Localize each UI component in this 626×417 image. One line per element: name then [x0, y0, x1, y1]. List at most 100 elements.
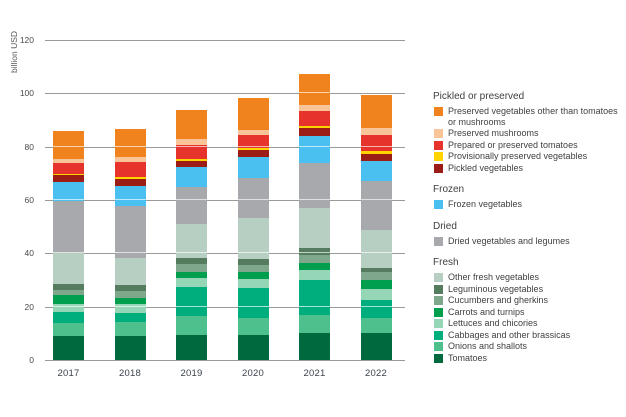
segment-onions-and-shallots-2019 — [176, 315, 207, 335]
segment-pickled-vegetables-2021 — [299, 127, 330, 136]
legend-swatch-tomatoes-icon — [434, 353, 443, 363]
bar-gridline-2017-20 — [53, 305, 84, 307]
segment-other-fresh-vegetables-2017 — [53, 252, 84, 285]
legend-item-cabbages-and-other-brassicas: Cabbages and other brassicas — [433, 330, 623, 341]
legend-swatch-frozen-vegetables-icon — [434, 200, 443, 209]
segment-preserved-vegetables-other-than-tomatoes-or-mushrooms-2020 — [237, 97, 269, 130]
segment-dried-vegetables-and-legumes-2017 — [53, 200, 84, 253]
bar-gridline-2021-60 — [299, 199, 330, 200]
segment-pickled-vegetables-2018 — [114, 178, 146, 187]
segment-pickled-vegetables-2017 — [53, 174, 84, 183]
segment-onions-and-shallots-2017 — [53, 322, 84, 336]
bar-gridline-2022-20 — [360, 305, 392, 307]
segment-cucumbers-and-gherkins-2018 — [114, 290, 146, 298]
y-tick-label-60: 60 — [24, 195, 34, 205]
bar-gridline-2019-80 — [176, 145, 207, 147]
segment-provisionally-preserved-vegetables-2019 — [176, 158, 207, 162]
y-tick-label-40: 40 — [24, 248, 34, 259]
legend-swatch-carrots-and-turnips-icon — [434, 307, 443, 317]
legend-group-header-pickled-or-preserved: Pickled or preserved — [433, 91, 525, 102]
segment-frozen-vegetables-2021 — [299, 135, 330, 163]
y-tick-label-100: 100 — [19, 88, 34, 99]
bar-gridline-2018-40 — [114, 252, 146, 254]
segment-frozen-vegetables-2019 — [176, 166, 207, 187]
legend-item-label: Prepared or preserved tomatoes — [448, 139, 578, 150]
segment-carrots-and-turnips-2020 — [237, 271, 269, 279]
segment-preserved-mushrooms-2020 — [237, 129, 269, 135]
gridline-40 — [45, 253, 405, 255]
bar-gridline-2022-60 — [360, 199, 392, 200]
segment-pickled-vegetables-2019 — [176, 161, 207, 167]
x-tick-label-2017: 2017 — [57, 368, 80, 379]
legend-item-preserved-vegetables-other-than-tomatoes-or-mushrooms: Preserved vegetables other than tomatoes… — [433, 106, 623, 127]
segment-onions-and-shallots-2020 — [237, 317, 269, 335]
legend-swatch-cabbages-and-other-brassicas-icon — [434, 330, 443, 340]
legend-swatch-onions-and-shallots-icon — [434, 342, 443, 351]
x-tick-label-2020: 2020 — [242, 368, 264, 379]
segment-other-fresh-vegetables-2021 — [299, 207, 330, 248]
legend-swatch-preserved-vegetables-other-than-tomatoes-or-mushrooms-icon — [434, 107, 443, 116]
bar-gridline-2018-20 — [114, 305, 146, 307]
segment-prepared-or-preserved-tomatoes-2018 — [114, 162, 146, 178]
segment-cabbages-and-other-brassicas-2017 — [53, 311, 84, 323]
gridline-20 — [45, 306, 405, 308]
bar-gridline-2019-60 — [176, 199, 207, 200]
segment-preserved-vegetables-other-than-tomatoes-or-mushrooms-2021 — [299, 74, 330, 106]
legend-swatch-pickled-vegetables-icon — [434, 163, 443, 173]
bar-gridline-2020-40 — [237, 252, 269, 254]
legend-item-carrots-and-turnips: Carrots and turnips — [433, 307, 623, 318]
segment-leguminous-vegetables-2019 — [176, 257, 207, 265]
legend-item-label: Lettuces and chicories — [448, 318, 538, 328]
legend-swatch-preserved-mushrooms-icon — [434, 129, 443, 138]
legend-group-fresh: Fresh Other fresh vegetables Leguminous ve… — [433, 257, 623, 363]
legend-item-tomatoes: Tomatoes — [433, 353, 623, 364]
gridline-100 — [45, 93, 405, 95]
segment-dried-vegetables-and-legumes-2020 — [237, 177, 269, 218]
bar-2021 — [299, 74, 330, 360]
segment-prepared-or-preserved-tomatoes-2017 — [53, 163, 84, 175]
segment-onions-and-shallots-2022 — [360, 318, 392, 334]
segment-prepared-or-preserved-tomatoes-2021 — [299, 111, 330, 126]
segment-provisionally-preserved-vegetables-2020 — [237, 147, 269, 150]
legend-item-pickled-vegetables: Pickled vegetables — [433, 163, 623, 174]
legend-swatch-cucumbers-and-gherkins-icon — [434, 296, 443, 305]
segment-onions-and-shallots-2021 — [299, 314, 330, 333]
segment-dried-vegetables-and-legumes-2022 — [360, 181, 392, 230]
legend-swatch-provisionally-preserved-vegetables-icon — [434, 152, 443, 161]
segment-leguminous-vegetables-2018 — [114, 285, 146, 291]
segment-cucumbers-and-gherkins-2021 — [299, 254, 330, 263]
segment-preserved-vegetables-other-than-tomatoes-or-mushrooms-2018 — [114, 128, 146, 158]
legend-item-label: Provisionally preserved vegetables — [448, 151, 588, 161]
segment-provisionally-preserved-vegetables-2017 — [53, 174, 84, 175]
segment-cucumbers-and-gherkins-2022 — [360, 271, 392, 280]
x-tick-label-2022: 2022 — [365, 368, 387, 379]
legend-item-lettuces-and-chicories: Lettuces and chicories — [433, 318, 623, 329]
y-tick-label-20: 20 — [24, 301, 34, 312]
gridline-120 — [45, 40, 405, 41]
bar-gridline-2021-40 — [299, 252, 330, 254]
segment-leguminous-vegetables-2020 — [237, 258, 269, 266]
segment-tomatoes-2022 — [360, 333, 392, 360]
segment-carrots-and-turnips-2018 — [114, 297, 146, 305]
bar-gridline-2021-80 — [299, 145, 330, 147]
segment-cabbages-and-other-brassicas-2022 — [360, 299, 392, 319]
y-tick-label-80: 80 — [24, 141, 34, 152]
segment-onions-and-shallots-2018 — [114, 321, 146, 336]
legend-item-label: Leguminous vegetables — [448, 283, 544, 294]
legend: Pickled or preserved Preserved vegetables… — [433, 91, 623, 374]
segment-cucumbers-and-gherkins-2019 — [176, 264, 207, 272]
segment-cabbages-and-other-brassicas-2020 — [237, 287, 269, 318]
segment-tomatoes-2018 — [114, 335, 146, 360]
segment-prepared-or-preserved-tomatoes-2020 — [237, 134, 269, 148]
segment-dried-vegetables-and-legumes-2018 — [114, 205, 146, 258]
segment-dried-vegetables-and-legumes-2021 — [299, 162, 330, 208]
segment-prepared-or-preserved-tomatoes-2022 — [360, 135, 392, 152]
segment-preserved-mushrooms-2022 — [360, 127, 392, 136]
segment-other-fresh-vegetables-2019 — [176, 224, 207, 258]
segment-carrots-and-turnips-2017 — [53, 295, 84, 304]
legend-group-frozen: Frozen Frozen vegetables — [433, 184, 623, 210]
legend-item-prepared-or-preserved-tomatoes: Prepared or preserved tomatoes — [433, 140, 623, 151]
legend-group-header-frozen: Frozen — [433, 184, 465, 195]
bar-gridline-2021-20 — [299, 305, 330, 307]
bar-gridline-2017-40 — [53, 252, 84, 254]
